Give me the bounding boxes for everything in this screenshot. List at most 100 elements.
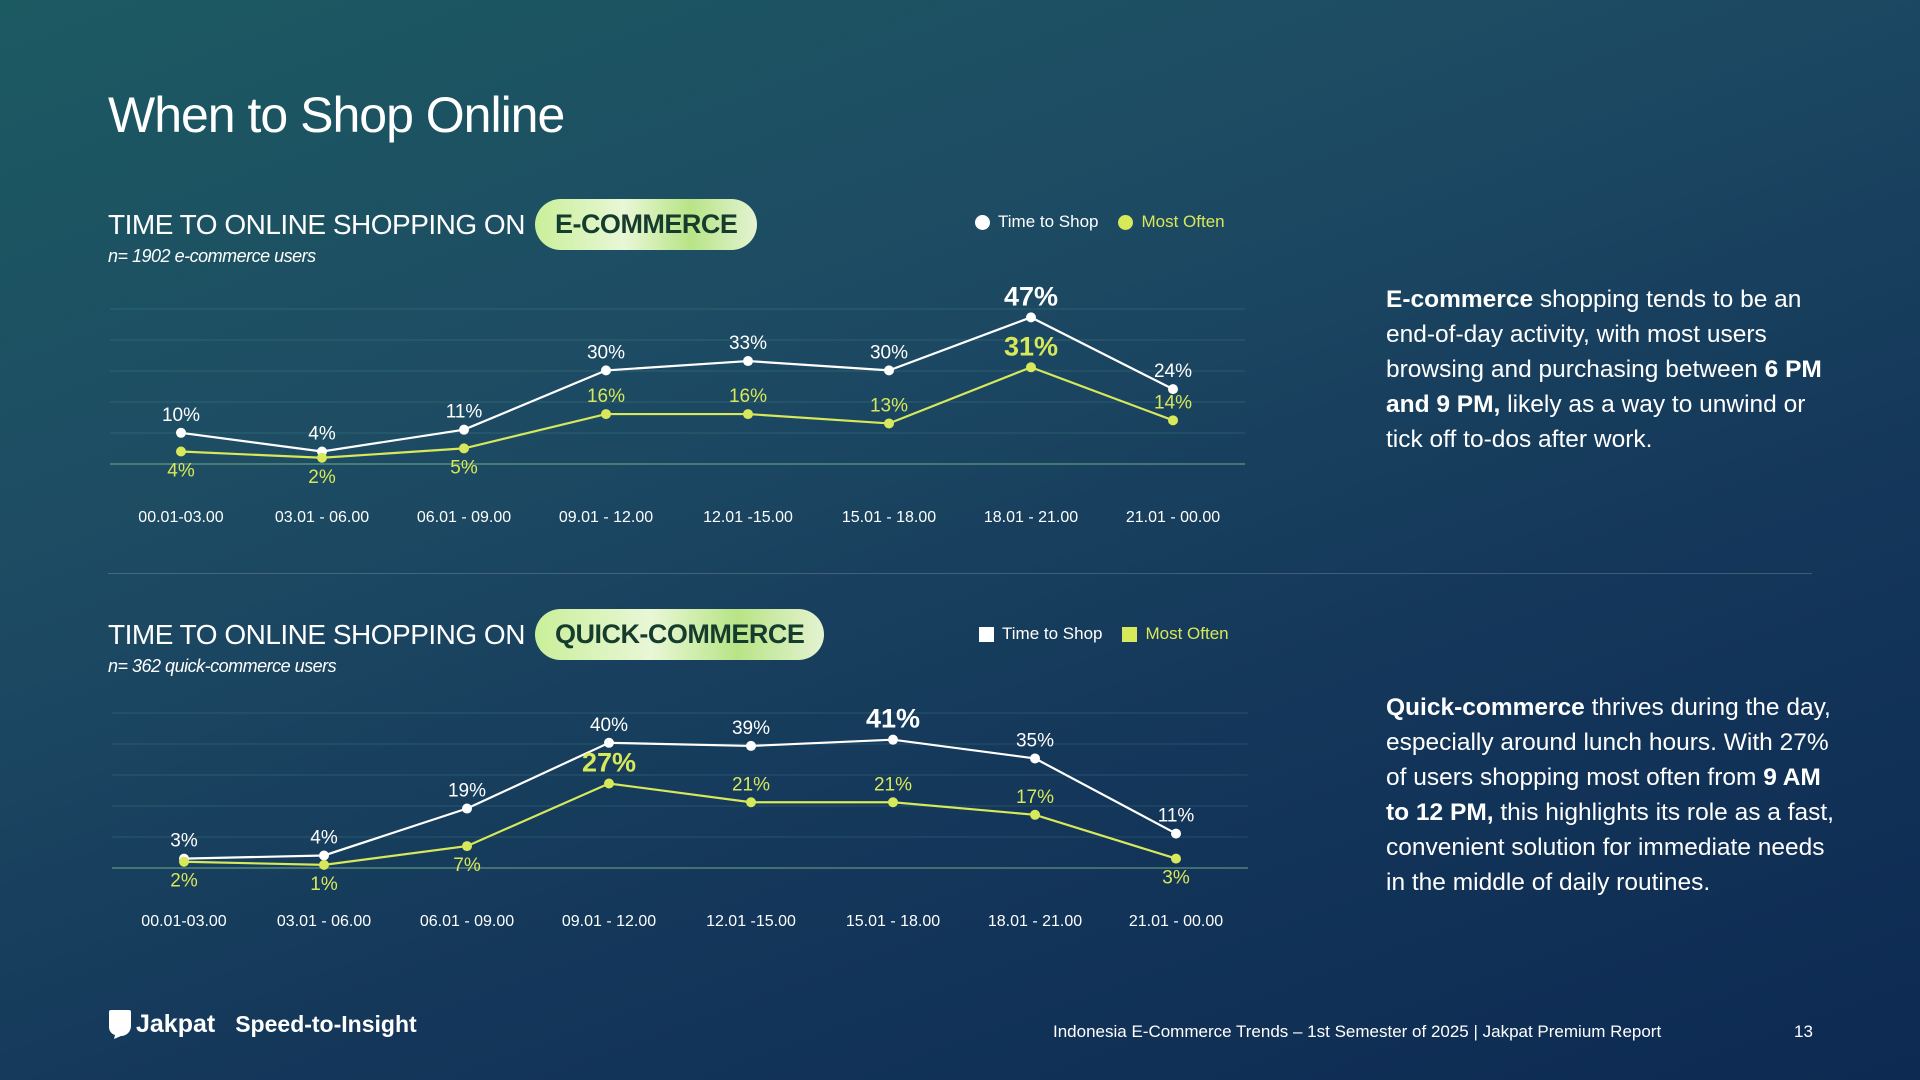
data-point [1171,853,1181,864]
data-label: 2% [308,467,336,488]
data-label: 11% [446,402,483,423]
x-tick-label: 15.01 - 18.00 [842,509,936,526]
data-label: 35% [1016,730,1054,751]
data-label: 14% [1154,392,1192,413]
insight-bold: E-commerce [1386,286,1534,313]
data-label: 33% [729,333,767,354]
report-name: Indonesia E-Commerce Trends – 1st Semest… [1053,1022,1662,1041]
data-point [176,427,186,438]
data-point [888,797,898,808]
section-divider [108,573,1812,574]
data-label: 30% [587,342,625,363]
data-point [1030,753,1040,764]
data-point [176,446,186,457]
data-label: 3% [170,831,198,852]
data-label: 40% [590,715,628,736]
data-point [317,452,327,463]
page-title: When to Shop Online [108,87,565,143]
data-point [601,409,611,420]
quickcommerce-insight: Quick-commerce thrives during the day, e… [1386,690,1846,900]
brand-name: Jakpat [136,1009,216,1038]
jakpat-logo: Jakpat [108,1008,215,1040]
legend-label-time: Time to Shop [998,212,1099,231]
x-tick-label: 03.01 - 06.00 [275,509,369,526]
data-point [601,365,611,376]
data-point [888,734,898,745]
x-tick-label: 12.01 -15.00 [703,509,793,526]
chart-legend: Time to Shop Most Often [975,212,1225,232]
data-label: 24% [1154,361,1192,382]
data-label: 1% [310,874,338,895]
data-label: 30% [870,342,908,363]
ecommerce-heading: TIME TO ONLINE SHOPPING ON E-COMMERCE [108,199,758,250]
data-label: 17% [1016,787,1054,808]
heading-pill: E-COMMERCE [534,199,758,250]
data-point [1026,312,1036,323]
data-label: 19% [448,781,486,802]
series-line-most-often [180,366,1174,459]
data-point [746,740,756,751]
footer-brand: Jakpat Speed-to-Insight [108,1008,417,1040]
data-label: 41% [866,704,920,734]
data-point [743,409,753,420]
insight-text: this highlights its role as a fast, conv… [1386,799,1834,896]
x-tick-label: 09.01 - 12.00 [562,913,656,930]
tagline: Speed-to-Insight [235,1010,417,1037]
sample-size: n= 1902 e-commerce users [108,246,316,266]
legend-label-time: Time to Shop [1002,624,1103,643]
data-label: 4% [308,424,336,445]
data-point [1026,362,1036,373]
data-label: 21% [874,774,912,795]
legend-marker-time [975,214,990,230]
insight-text: thrives during the day, especially aroun… [1386,694,1831,791]
data-point [319,859,329,870]
sample-size: n= 362 quick-commerce users [108,656,337,676]
speech-bubble-icon [108,1010,131,1039]
data-label: 7% [453,855,481,876]
page-number: 13 [1794,1022,1813,1041]
data-label: 3% [1162,868,1190,889]
data-point [746,797,756,808]
insight-text: shopping tends to be an end-of-day activ… [1386,286,1802,383]
ecommerce-insight: E-commerce shopping tends to be an end-o… [1386,282,1846,457]
data-label: 47% [1004,281,1058,311]
data-point [1171,828,1181,839]
x-tick-label: 09.01 - 12.00 [559,509,653,526]
x-tick-label: 21.01 - 00.00 [1126,509,1220,526]
series-line-time-to-shop [183,738,1177,860]
data-label: 4% [310,827,338,848]
data-point [462,803,472,814]
data-label: 13% [870,395,908,416]
x-tick-label: 18.01 - 21.00 [984,509,1078,526]
data-point [604,737,614,748]
data-label: 10% [162,405,200,426]
data-point [179,856,189,867]
legend-label-often: Most Often [1141,212,1225,231]
data-label: 16% [729,386,767,407]
x-tick-label: 06.01 - 09.00 [417,509,511,526]
data-point [459,443,469,454]
x-tick-label: 12.01 -15.00 [706,913,796,930]
x-tick-label: 00.01-03.00 [138,509,224,526]
x-tick-label: 18.01 - 21.00 [988,913,1082,930]
data-point [884,365,894,376]
x-tick-label: 03.01 - 06.00 [277,913,371,930]
data-point [743,356,753,367]
legend-marker-time [979,626,994,642]
data-label: 4% [167,461,195,482]
data-label: 39% [732,718,770,739]
data-label: 11% [1158,806,1195,827]
data-point [319,850,329,861]
insight-bold: 9 AM to 12 PM, [1386,764,1821,826]
x-tick-label: 00.01-03.00 [141,913,227,930]
data-point [1168,415,1178,426]
data-point [884,418,894,429]
data-label: 2% [170,871,198,892]
legend-marker-often [1118,214,1134,230]
data-point [1168,384,1178,395]
data-label: 21% [732,774,770,795]
heading-pill: QUICK-COMMERCE [534,609,825,660]
series-line-most-often [183,782,1177,866]
data-label: 27% [582,747,636,777]
